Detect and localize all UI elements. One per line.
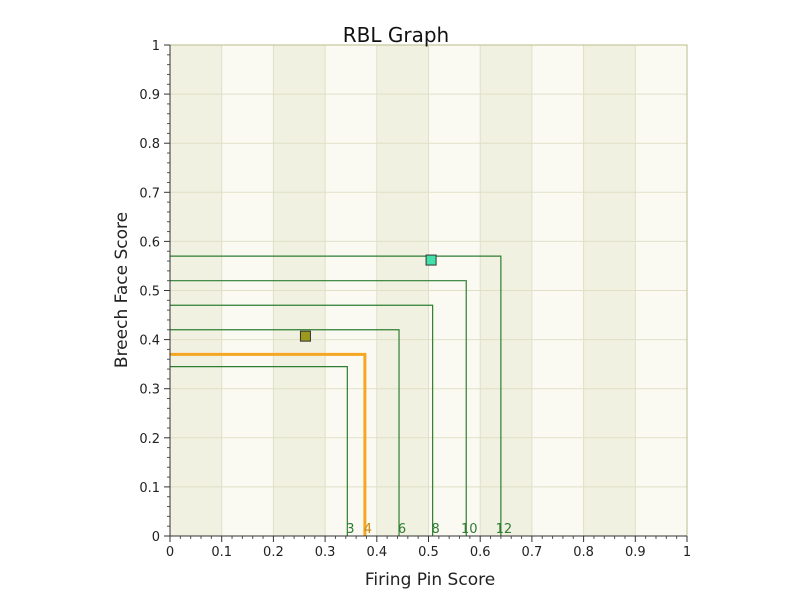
y-tick-label: 0.9 [139,88,160,103]
data-point [299,330,311,342]
x-tick-label: 0 [166,545,174,560]
boundary-line-4 [170,352,367,536]
y-tick-label: 0 [152,530,160,545]
boundary-label-4: 4 [364,522,372,537]
x-axis-title: Firing Pin Score [365,570,495,590]
x-tick-label: 0.7 [522,545,543,560]
boundary-label-6: 6 [398,522,406,537]
boundary-line-6 [170,329,400,536]
x-tick-label: 0.9 [625,545,646,560]
x-tick-label: 0.2 [263,545,284,560]
data-points [299,254,437,342]
y-tick-label: 0.7 [139,186,160,201]
boundary-line-10 [170,280,467,536]
x-tick-label: 0.6 [470,545,491,560]
y-tick-label: 0.6 [139,235,160,250]
x-tick-label: 0.3 [315,545,336,560]
y-tick-label: 0.2 [139,432,160,447]
x-axis: 0 0.1 0.2 0.3 0.4 0.5 0.6 0.7 0.8 0.9 1 [166,535,691,560]
x-tick-label: 0.5 [418,545,439,560]
data-point [425,254,437,266]
y-tick-label: 0.5 [139,285,160,300]
threshold-boundaries: 3 4 6 8 10 12 [170,255,513,537]
boundary-label-8: 8 [431,522,439,537]
boundary-line-12 [170,255,502,536]
y-tick-label: 0.1 [139,481,160,496]
y-tick-label: 0.3 [139,383,160,398]
x-tick-label: 1 [683,545,691,560]
boundary-label-10: 10 [461,522,478,537]
y-axis: 0 0.1 0.2 0.3 0.4 0.5 0.6 0.7 0.8 0.9 1 [139,39,171,545]
x-tick-label: 0.4 [366,545,387,560]
chart-title: RBL Graph [343,23,449,47]
boundary-line-3 [170,366,348,536]
y-axis-title: Breech Face Score [112,212,132,368]
boundary-label-12: 12 [496,522,513,537]
y-tick-label: 1 [152,39,160,54]
boundary-line-8 [170,304,434,536]
boundary-label-3: 3 [346,522,354,537]
x-tick-label: 0.1 [211,545,232,560]
y-tick-label: 0.8 [139,137,160,152]
y-tick-label: 0.4 [139,334,160,349]
x-tick-label: 0.8 [573,545,594,560]
